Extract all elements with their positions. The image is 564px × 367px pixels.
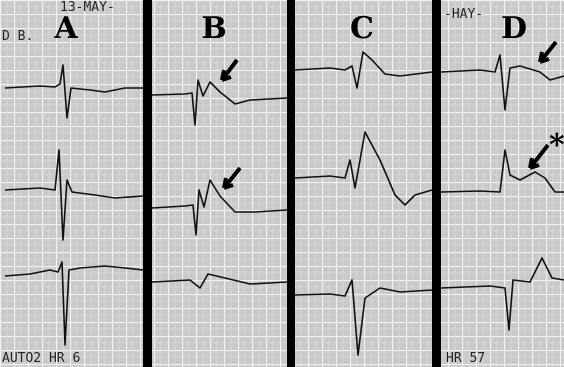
footer-text: AUTO2 HR 6 [2, 351, 80, 366]
divider [432, 0, 441, 367]
panel-label: A [53, 11, 78, 46]
lead-text: D B. [2, 29, 33, 44]
ecg-figure: A B C D 13-MAY- D B. AUTO2 HR 6 -HAY- HR… [0, 0, 564, 367]
divider [287, 0, 295, 367]
divider [143, 0, 152, 367]
asterisk: * [549, 128, 564, 163]
date-text: -HAY- [444, 7, 483, 22]
panel-label: D [501, 11, 527, 46]
footer-text: HR 57 [446, 351, 485, 366]
grid-background [0, 0, 564, 367]
panel-label: C [350, 11, 374, 46]
panel-label: B [201, 11, 226, 46]
date-text: 13-MAY- [60, 0, 115, 15]
